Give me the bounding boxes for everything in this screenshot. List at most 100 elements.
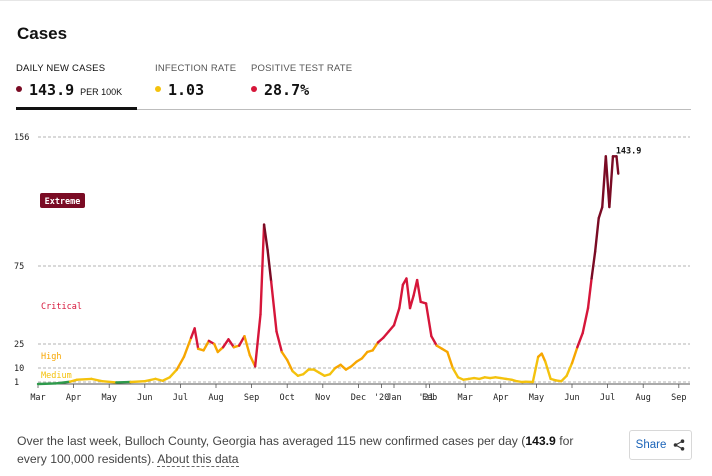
tab-label: INFECTION RATE (155, 63, 237, 74)
series-line-segment (243, 334, 252, 357)
x-tick-label: Oct (280, 393, 295, 403)
x-tick-label: Dec (351, 393, 366, 403)
x-tick-label: Nov (315, 393, 330, 403)
series-line-segment (597, 205, 604, 220)
series-line-segment (182, 336, 193, 359)
x-tick-label: Aug (636, 393, 651, 403)
series-line-segment (398, 283, 405, 310)
summary-rate: 143.9 (525, 434, 556, 448)
series-line-segment (540, 352, 547, 363)
series-line-segment (581, 306, 590, 335)
tab-unit: PER 100K (80, 87, 123, 97)
series-line-segment (408, 294, 415, 310)
series-line-segment (253, 313, 262, 368)
series-line-segment (129, 380, 147, 384)
series-line-segment (570, 345, 579, 365)
series-line-segment (90, 377, 104, 383)
series-line-segment (259, 223, 266, 316)
series-line-segment (266, 248, 273, 283)
x-tick-label: Jan (386, 393, 401, 403)
series-line-segment (576, 331, 584, 349)
series-line-segment (154, 377, 164, 382)
x-tick-label: Mar (30, 393, 45, 403)
series-line-segment (328, 366, 337, 376)
x-tick-label: Aug (208, 393, 223, 403)
tab-daily-new-cases[interactable]: DAILY NEW CASES 143.9 PER 100K (16, 62, 137, 110)
y-tick-label: 25 (14, 340, 24, 350)
series-line-segment (75, 377, 93, 381)
x-tick-label: Mar (458, 393, 473, 403)
risk-label-critical: Critical (41, 302, 82, 312)
x-tick-label: Sep (671, 393, 686, 403)
tab-value: 1.03 (168, 81, 205, 99)
series-line-segment (590, 250, 597, 280)
x-tick-label: Feb (422, 393, 437, 403)
series-line-segment (54, 380, 72, 385)
series-line-segment (360, 350, 369, 360)
about-data-link[interactable]: About this data (157, 452, 239, 467)
series-line-segment (100, 380, 118, 384)
series-line-segment (531, 355, 540, 384)
end-value-label: 143.9 (616, 146, 642, 156)
series-line-segment (608, 155, 615, 209)
series-line-segment (382, 330, 390, 339)
x-tick-label: '20 (374, 393, 389, 403)
series-line-segment (371, 341, 380, 352)
tab-infection-rate[interactable]: INFECTION RATE 1.03 (155, 62, 245, 110)
tab-label: DAILY NEW CASES (16, 63, 106, 74)
series-line-segment (161, 376, 171, 382)
series-line-segment (615, 155, 620, 175)
series-line-segment (68, 378, 79, 383)
share-icon (673, 439, 685, 451)
x-tick-label: Jul (600, 393, 615, 403)
share-button[interactable]: Share (629, 430, 692, 460)
dot-icon (155, 86, 161, 92)
series-line-segment (593, 217, 600, 253)
series-line-segment (193, 327, 200, 351)
metric-tabs: DAILY NEW CASES 143.9 PER 100K INFECTION… (16, 62, 691, 110)
series-line-segment (143, 377, 157, 383)
series-line-segment (213, 342, 219, 354)
series-line-segment (586, 277, 593, 310)
x-tick-label: Apr (493, 393, 508, 403)
x-tick-label: Sep (244, 393, 259, 403)
risk-label-high: High (41, 352, 61, 362)
x-tick-label: May (529, 393, 544, 403)
series-line-segment (560, 374, 568, 383)
extreme-badge (40, 193, 85, 208)
series-line-segment (424, 302, 433, 338)
series-line-segment (275, 330, 284, 354)
series-line-segment (227, 338, 236, 349)
y-tick-label: 1 (14, 378, 19, 388)
series-line-segment (202, 339, 211, 352)
x-tick-label: Jun (564, 393, 579, 403)
series-line-segment (262, 223, 269, 252)
series-line-segment (451, 366, 460, 379)
series-line-segment (36, 382, 57, 386)
series-line-segment (565, 361, 574, 377)
series-line-segment (387, 324, 396, 333)
series-line-segment (221, 338, 230, 349)
x-tick-label: Jul (173, 393, 188, 403)
series-line-segment (168, 368, 179, 379)
x-tick-label: '21 (418, 393, 433, 403)
series-line-segment (415, 278, 422, 304)
risk-label-medium: Medium (41, 371, 72, 381)
tab-positive-test-rate[interactable]: POSITIVE TEST RATE 28.7% (251, 62, 361, 110)
tab-value: 143.9 (29, 81, 75, 99)
y-tick-label: 75 (14, 262, 24, 272)
dot-icon (16, 86, 22, 92)
summary-part: Over the last week, Bulloch County, Geor… (17, 434, 526, 448)
series-line-segment (237, 334, 246, 347)
series-line-segment (286, 358, 294, 373)
summary-part: for every 100,000 residents). (17, 434, 574, 466)
dot-icon (251, 86, 257, 92)
share-label: Share (635, 439, 667, 451)
risk-label-extreme: Extreme (45, 197, 81, 207)
top-border (0, 0, 712, 4)
x-tick-label: Apr (66, 393, 81, 403)
x-tick-label: Jun (137, 393, 152, 403)
summary-text: Over the last week, Bulloch County, Geor… (17, 432, 602, 468)
tab-value: 28.7% (264, 81, 310, 99)
series-line-segment (405, 277, 412, 310)
